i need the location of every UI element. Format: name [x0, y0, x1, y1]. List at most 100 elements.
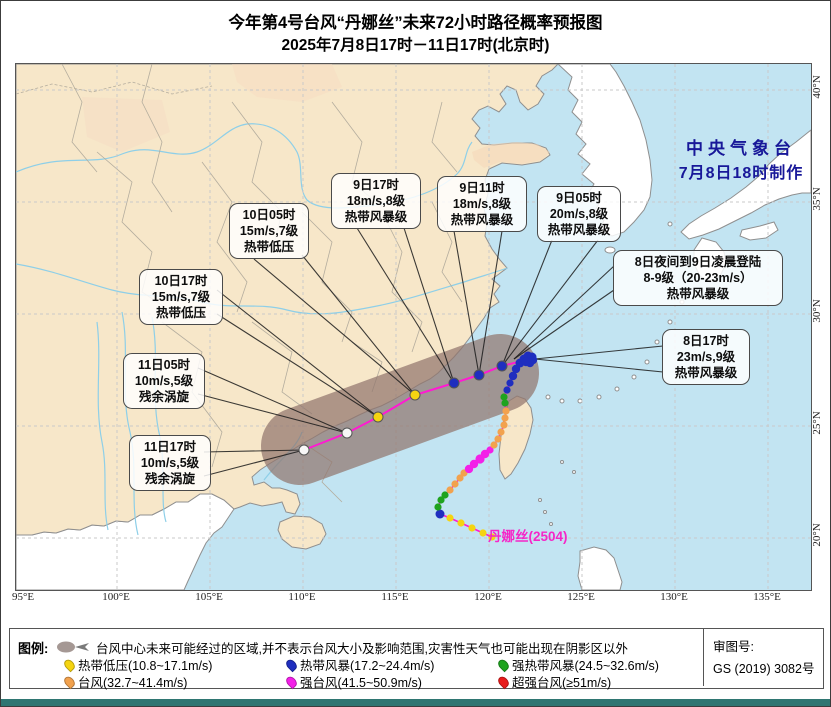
callout-landfall: 8日夜间到9日凌晨登陆 8-9级（20-23m/s） 热带风暴级 [613, 250, 783, 306]
lon-tick-label: 110°E [288, 591, 316, 603]
callout-wind: 23m/s,9级 [676, 350, 736, 364]
observed-track-point [506, 379, 514, 387]
callout-10d05h: 10日05时 15m/s,7级 热带低压 [229, 203, 309, 259]
bottom-teal-bar [1, 699, 830, 706]
lon-tick-label: 105°E [195, 591, 223, 603]
callout-time: 11日05时 [137, 358, 191, 372]
observed-track-point [468, 524, 476, 532]
probability-cone [261, 334, 539, 485]
legend-item-label: 超强台风(≥51m/s) [512, 676, 612, 690]
observed-track-point [486, 446, 494, 454]
observed-track-point [441, 491, 449, 499]
observed-track-point [446, 514, 454, 522]
observed-track-point [494, 435, 502, 443]
observed-track-point [508, 371, 518, 381]
callout-10d17h: 10日17时 15m/s,7级 热带低压 [139, 269, 223, 325]
lat-tick-label: 40°N [811, 75, 823, 99]
callout-leader-line [216, 289, 379, 418]
legend-item-label: 强台风(41.5~50.9m/s) [300, 676, 422, 690]
page-title: 今年第4号台风“丹娜丝”未来72小时路径概率预报图 [228, 14, 603, 32]
callout-9d05h: 9日05时 20m/s,8级 热带风暴级 [537, 186, 621, 242]
super-marker-icon [496, 674, 511, 690]
province-tints [82, 64, 550, 168]
forecast-track-point [473, 369, 485, 381]
callout-9d11h: 9日11时 18m/s,8级 热带风暴级 [437, 176, 527, 232]
callout-time: 10日05时 [242, 208, 296, 222]
legend-title: 图例: [18, 641, 49, 656]
lon-tick-label: 135°E [753, 591, 781, 603]
forecast-track-point [298, 444, 310, 456]
observed-track-point [435, 509, 445, 519]
callout-leader-line [513, 265, 615, 360]
callout-leader-line [197, 393, 348, 434]
callout-leader-line [453, 230, 480, 376]
japan-honshu-landmass [680, 129, 811, 240]
callout-leader-line [403, 227, 455, 384]
probability-cone-icon [56, 639, 92, 657]
callout-9d17h: 9日17时 18m/s,8级 热带风暴级 [331, 173, 421, 229]
legend-item-ts: 热带风暴(17.2~24.4m/s) [284, 655, 435, 674]
legend-panel: 图例: 台风中心未来可能经过的区域,并不表示台风大小及影响范围,灾害性天气也可能… [9, 628, 824, 691]
longitude-axis: 95°E 100°E 105°E 110°E 115°E 120°E 125°E 130°E 1… [1, 591, 830, 605]
observed-track-point [479, 529, 487, 537]
legend-item-label: 热带低压(10.8~17.1m/s) [78, 659, 213, 673]
observed-track-point [488, 533, 496, 541]
lon-tick-label: 130°E [660, 591, 688, 603]
legend-item-label: 热带风暴(17.2~24.4m/s) [300, 659, 435, 673]
callout-time: 9日11时 [459, 181, 505, 195]
callout-time: 9日05时 [556, 191, 602, 205]
lat-tick-label: 30°N [811, 299, 823, 323]
storm-name-label: 丹娜丝(2504) [488, 529, 568, 544]
sty-marker-icon [284, 674, 299, 690]
agency-credit: 中央气象台 7月8日18时制作 [652, 134, 830, 183]
callout-leader-line [478, 230, 503, 376]
lon-tick-label: 95°E [11, 591, 35, 603]
legend-item-sty: 强台风(41.5~50.9m/s) [284, 672, 422, 691]
callout-time: 10日17时 [154, 274, 208, 288]
legend-item-super: 超强台风(≥51m/s) [496, 672, 612, 691]
observed-track-point [437, 496, 445, 504]
graticule [16, 64, 811, 590]
forecast-track-point [372, 411, 384, 423]
callout-category: 残余涡旋 [144, 472, 195, 486]
callout-category: 热带风暴级 [450, 213, 514, 227]
callout-time: 11日17时 [143, 440, 197, 454]
lat-tick-label: 35°N [811, 187, 823, 211]
callout-category: 残余涡旋 [138, 390, 189, 404]
callout-time: 8日夜间到9日凌晨登陆 [634, 255, 762, 269]
observed-track-point [469, 459, 479, 469]
forecast-track-point [496, 360, 508, 372]
callout-category: 热带风暴级 [666, 287, 730, 301]
callout-category: 热带低压 [243, 240, 294, 254]
legend-item-ty: 台风(32.7~41.4m/s) [62, 672, 187, 691]
ty-marker-icon [62, 674, 77, 690]
callout-leader-line [534, 358, 664, 373]
callout-leader-line [534, 345, 664, 360]
observed-track-point [456, 474, 464, 482]
issue-time: 7月8日18时制作 [678, 165, 804, 182]
agency-name: 中央气象台 [686, 139, 796, 158]
cone-note-text: 台风中心未来可能经过的区域,并不表示台风大小及影响范围,灾害性天气也可能出现在阴… [96, 642, 628, 656]
observed-track-point [490, 441, 498, 449]
callout-leader-line [501, 239, 599, 367]
observed-track-point [434, 503, 442, 511]
map-approval-number: 审图号: GS (2019) 3082号 [713, 636, 814, 680]
callout-leader-line [216, 313, 379, 418]
callout-11d05h: 11日05时 10m/s,5级 残余涡旋 [123, 353, 205, 409]
callout-11d17h: 11日17时 10m/s,5级 残余涡旋 [129, 435, 211, 491]
observed-track-point [501, 414, 509, 422]
callout-category: 热带风暴级 [674, 366, 738, 380]
legend-item-label: 强热带风暴(24.5~32.6m/s) [512, 659, 659, 673]
forecast-track-point [448, 377, 460, 389]
map-svg [16, 64, 811, 590]
lat-tick-label: 25°N [811, 411, 823, 435]
lon-tick-label: 125°E [567, 591, 595, 603]
sts-marker-icon [496, 657, 511, 673]
observed-track-point [457, 519, 465, 527]
legend-item-sts: 强热带风暴(24.5~32.6m/s) [496, 655, 659, 674]
callout-leader-lines [197, 227, 664, 477]
td-marker-icon [62, 657, 77, 673]
lon-tick-label: 115°E [381, 591, 409, 603]
approval-label: 审图号: [713, 640, 754, 654]
